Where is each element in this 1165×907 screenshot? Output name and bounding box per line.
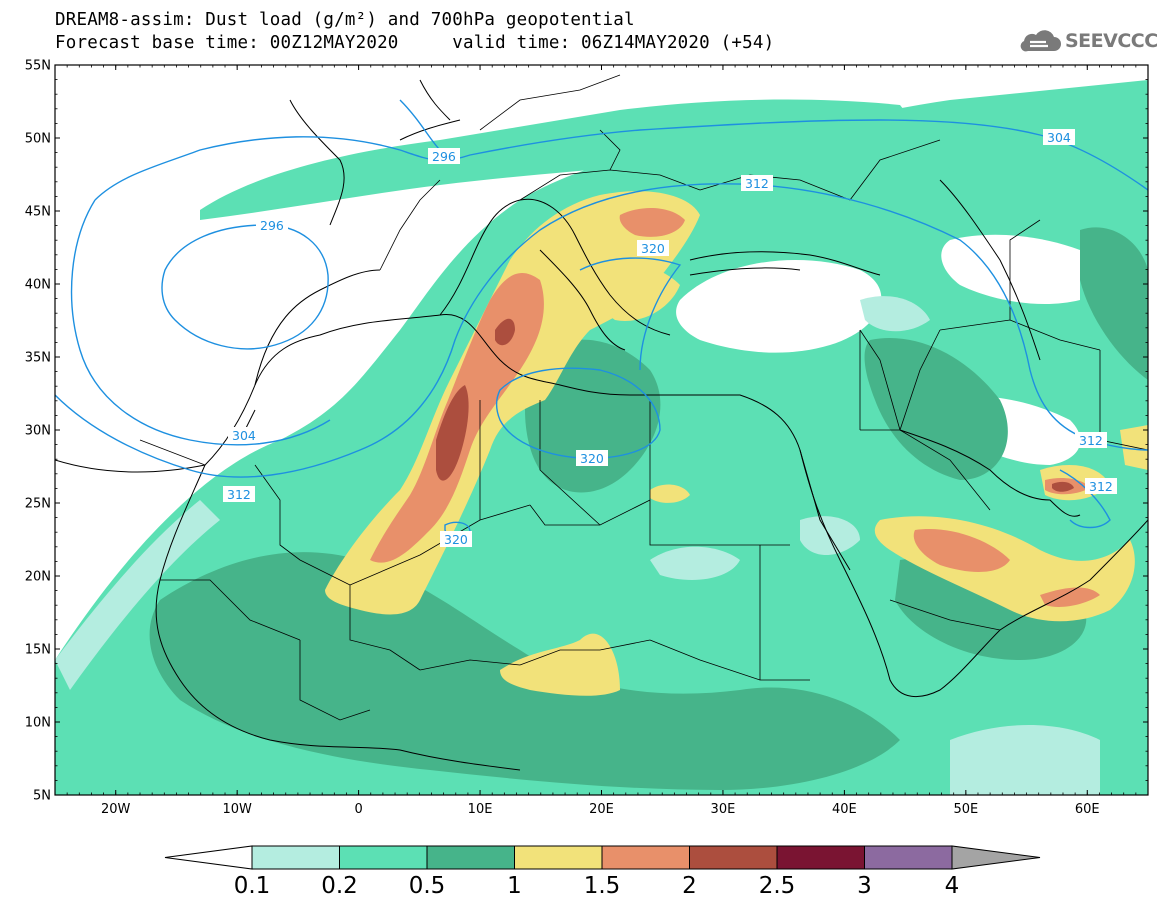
svg-text:312: 312 xyxy=(1079,433,1103,448)
contour-label: 312 xyxy=(1075,432,1107,448)
dust-shading-0.1 xyxy=(55,296,1100,795)
latitude-axis: 55N 50N 45N 40N 35N 30N 25N 20N 15N 10N 5N xyxy=(25,59,1148,804)
lon-tick-label: 40E xyxy=(832,802,857,817)
colorbar-over-arrow xyxy=(951,845,1041,870)
dust-shading-2 xyxy=(436,318,1074,492)
svg-text:304: 304 xyxy=(232,428,256,443)
chart-subtitle: Forecast base time: 00Z12MAY2020 valid t… xyxy=(55,33,775,53)
lon-tick-label: 10W xyxy=(222,802,252,817)
cloud-icon xyxy=(1020,30,1061,52)
colorbar-bin xyxy=(601,845,690,870)
colorbar-label: 0.5 xyxy=(409,873,446,899)
colorbar-label: 0.2 xyxy=(321,873,358,899)
colorbar-bin xyxy=(339,845,428,870)
lon-tick-label: 50E xyxy=(953,802,978,817)
colorbar-label: 4 xyxy=(945,873,960,899)
lat-tick-label: 35N xyxy=(25,351,51,366)
coastlines xyxy=(55,79,1148,771)
svg-text:312: 312 xyxy=(745,176,769,191)
colorbar-label: 2.5 xyxy=(759,873,796,899)
contour-label: 320 xyxy=(637,240,669,256)
colorbar-label: 1 xyxy=(507,873,522,899)
colorbar-bin xyxy=(426,845,515,870)
contour-label: 312 xyxy=(1085,478,1117,494)
seevccc-logo: SEEVCCC xyxy=(1018,26,1158,56)
colorbar-bin xyxy=(776,845,865,870)
colorbar-bin xyxy=(251,845,340,870)
svg-text:320: 320 xyxy=(641,241,665,256)
logo-text: SEEVCCC xyxy=(1065,30,1158,52)
colorbar-label: 1.5 xyxy=(584,873,621,899)
longitude-axis: 20W 10W 0 10E 20E 30E 40E 50E 60E xyxy=(54,65,1149,817)
map-layers: 296 296 304 304 312 312 312 312 320 320 … xyxy=(55,65,1148,795)
chart-title: DREAM8-assim: Dust load (g/m²) and 700hP… xyxy=(55,10,635,30)
lat-tick-label: 5N xyxy=(33,789,51,804)
lon-tick-label: 0 xyxy=(354,802,362,817)
colorbar-bin xyxy=(864,845,953,870)
contour-label: 304 xyxy=(1043,129,1075,145)
lon-tick-label: 60E xyxy=(1075,802,1100,817)
lon-tick-label: 10E xyxy=(468,802,493,817)
svg-text:320: 320 xyxy=(580,451,604,466)
lon-tick-label: 30E xyxy=(711,802,736,817)
colorbar-under-arrow xyxy=(164,845,253,870)
contour-label: 312 xyxy=(741,175,773,191)
lon-tick-label: 20W xyxy=(101,802,131,817)
contour-label: 296 xyxy=(428,148,460,164)
svg-text:320: 320 xyxy=(444,532,468,547)
lat-tick-label: 50N xyxy=(25,132,51,147)
lat-tick-label: 30N xyxy=(25,424,51,439)
colorbar-label: 2 xyxy=(682,873,697,899)
colorbar-bin xyxy=(514,845,603,870)
svg-text:312: 312 xyxy=(227,487,251,502)
svg-text:304: 304 xyxy=(1047,130,1071,145)
lat-tick-label: 45N xyxy=(25,205,51,220)
lat-tick-label: 25N xyxy=(25,497,51,512)
lat-tick-label: 55N xyxy=(25,59,51,74)
lat-tick-label: 15N xyxy=(25,643,51,658)
lat-tick-label: 20N xyxy=(25,570,51,585)
country-borders xyxy=(139,74,1148,721)
contour-label: 312 xyxy=(223,486,255,502)
svg-text:296: 296 xyxy=(432,149,456,164)
colorbar-bin xyxy=(689,845,778,870)
svg-text:312: 312 xyxy=(1089,479,1113,494)
contour-label: 320 xyxy=(440,531,472,547)
lon-tick-label: 20E xyxy=(589,802,614,817)
contour-labels: 296 296 304 304 312 312 312 312 320 320 … xyxy=(223,129,1117,547)
lat-tick-label: 10N xyxy=(25,716,51,731)
colorbar-label: 0.1 xyxy=(234,873,271,899)
lat-tick-label: 40N xyxy=(25,278,51,293)
svg-text:296: 296 xyxy=(260,218,284,233)
contour-label: 296 xyxy=(256,217,288,233)
contour-label: 304 xyxy=(228,427,260,443)
colorbar: 0.1 0.2 0.5 1 1.5 2 2.5 3 4 xyxy=(164,845,1041,899)
colorbar-label: 3 xyxy=(857,873,872,899)
contour-label: 320 xyxy=(576,450,608,466)
